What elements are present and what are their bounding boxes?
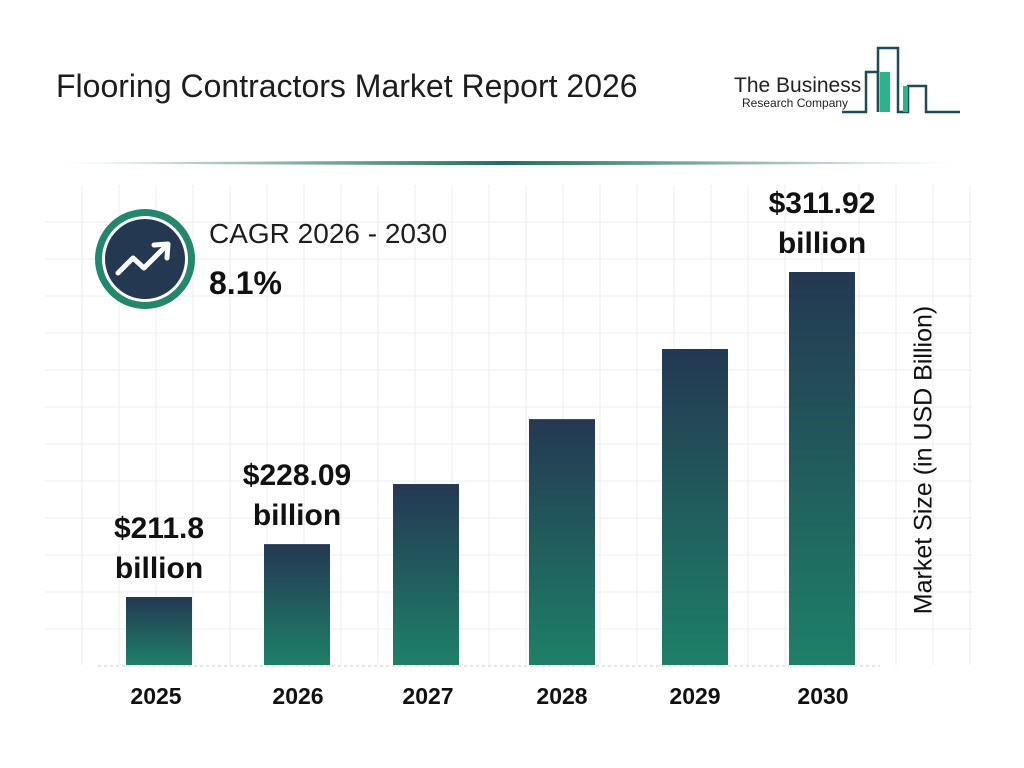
data-label-line: $311.92 xyxy=(768,187,876,220)
cagr-value: 8.1% xyxy=(209,265,282,301)
x-tick-label: 2027 xyxy=(402,683,454,709)
bar-2029 xyxy=(662,349,728,665)
x-tick-label: 2028 xyxy=(536,683,588,709)
page-title: Flooring Contractors Market Report 2026 xyxy=(56,68,638,104)
data-label-line: $211.8 xyxy=(113,511,205,545)
x-tick-label: 2029 xyxy=(669,683,721,709)
bar-2028 xyxy=(529,419,595,665)
y-axis-label: Market Size (in USD Billion) xyxy=(909,305,938,615)
company-logo: The Business Research Company xyxy=(730,44,970,119)
data-label-line: billion xyxy=(114,551,204,585)
cagr-label: CAGR 2026 - 2030 xyxy=(209,218,448,249)
x-tick-label: 2030 xyxy=(797,683,849,709)
data-label-line: billion xyxy=(252,499,342,533)
data-label-line: billion xyxy=(777,227,867,260)
data-label: $311.92 billion xyxy=(737,184,907,264)
header-divider xyxy=(40,161,970,165)
bar-2026 xyxy=(264,544,330,665)
logo-line1: The Business xyxy=(734,74,862,97)
x-tick-label: 2025 xyxy=(130,683,182,709)
x-tick-label: 2026 xyxy=(272,683,324,709)
data-label: $228.09 billion xyxy=(212,456,382,536)
bar-2025 xyxy=(126,596,192,665)
data-label-line: $228.09 xyxy=(242,459,352,493)
logo-buildings-icon xyxy=(842,46,960,114)
data-label: $211.8 billion xyxy=(74,509,244,589)
bar-2030 xyxy=(789,272,855,665)
bar-2027 xyxy=(393,484,459,665)
trending-up-icon xyxy=(95,209,195,309)
logo-line2: Research Company xyxy=(742,96,849,110)
